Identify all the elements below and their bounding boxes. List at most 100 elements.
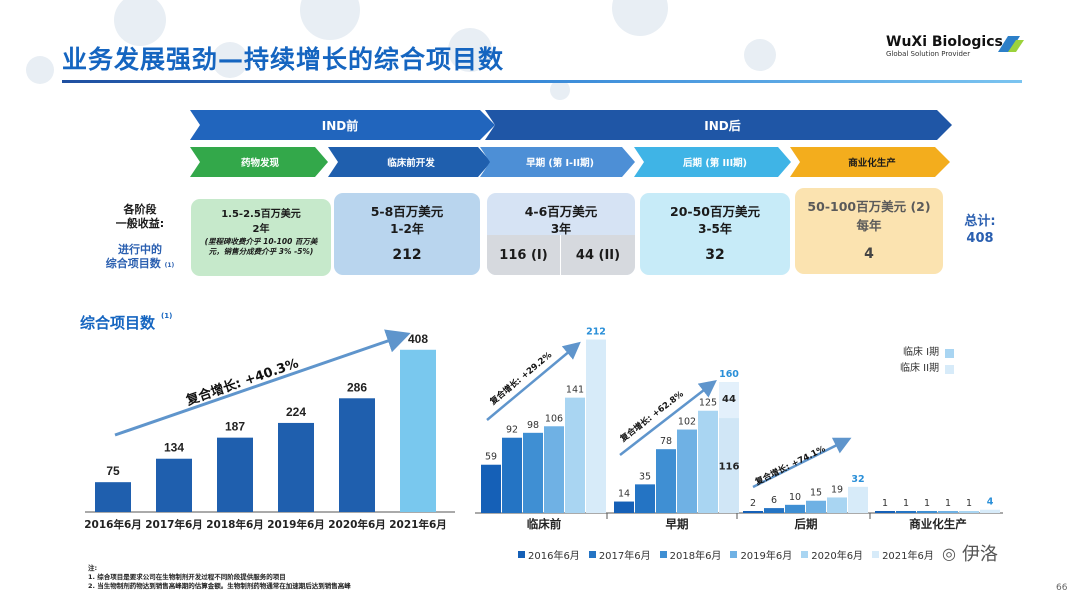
bar-value-label-0-0: 59 bbox=[485, 452, 497, 463]
ind-after-label: IND后 bbox=[704, 118, 741, 133]
growth-annotation-2: 复合增长: +74.1% bbox=[753, 443, 828, 488]
legend-item-2: 2018年6月 bbox=[659, 547, 721, 562]
bar-3-3 bbox=[938, 511, 958, 513]
box-preclinical: 5-8百万美元 1-2年 212 bbox=[334, 193, 480, 275]
note-1: 1. 综合项目是要求公司在生物制剂开发过程不同阶段提供服务的项目 bbox=[88, 573, 286, 581]
bar-value-label-3-5: 4 bbox=[987, 497, 994, 508]
bar-early-2021-phase1 bbox=[719, 418, 739, 513]
stack-label-phase1: 116 bbox=[719, 462, 740, 473]
legend-item-1: 2017年6月 bbox=[588, 547, 651, 562]
x-tick-label-5: 2021年6月 bbox=[389, 518, 447, 531]
legend-swatch-5 bbox=[872, 551, 880, 558]
growth-annotation: 复合增长: +40.3% bbox=[183, 355, 300, 409]
bar-value-label-2: 187 bbox=[225, 420, 245, 434]
legend-swatch-2 bbox=[659, 551, 667, 558]
logo-subtext: Global Solution Provider bbox=[886, 50, 971, 58]
bar-3 bbox=[278, 422, 314, 512]
stage-arrow-early bbox=[480, 147, 635, 177]
bar-value-label-2-4: 19 bbox=[831, 484, 843, 495]
bar-value-label-1-5: 160 bbox=[719, 369, 739, 380]
total-label: 总计: bbox=[964, 214, 996, 229]
bar-value-label-2-5: 32 bbox=[851, 474, 864, 485]
logo-mark-icon bbox=[998, 36, 1024, 52]
bar-0-1 bbox=[502, 437, 522, 513]
page-number: 66 bbox=[1056, 583, 1068, 593]
bar-value-label-0-2: 98 bbox=[527, 420, 539, 431]
stack-label-phase2: 44 bbox=[722, 394, 736, 405]
bar-1-4 bbox=[698, 410, 718, 513]
legend-swatch-3 bbox=[730, 551, 738, 558]
bar-value-label-1-2: 78 bbox=[660, 436, 672, 447]
wuxi-logo: WuXi Biologics Global Solution Provider bbox=[886, 34, 1026, 58]
stage-label-late: 后期 (第 III期) bbox=[683, 158, 747, 169]
bar-value-label-3: 224 bbox=[286, 405, 306, 419]
growth-arrow bbox=[114, 329, 411, 437]
legend-label-1: 2017年6月 bbox=[598, 551, 651, 562]
x-tick-label-3: 2019年6月 bbox=[267, 518, 325, 531]
legend-item-4: 2020年6月 bbox=[801, 547, 863, 562]
bar-5 bbox=[400, 349, 436, 512]
x-tick-label-2: 2018年6月 bbox=[206, 518, 264, 531]
group-label-1: 早期 bbox=[666, 517, 689, 531]
bar-2-5 bbox=[848, 486, 868, 513]
total-value: 408 bbox=[966, 231, 994, 246]
legend-label-0: 2016年6月 bbox=[528, 551, 580, 562]
bar-value-label-0-3: 106 bbox=[545, 413, 563, 424]
bar-value-label-5: 408 bbox=[408, 332, 428, 346]
bar-value-label-1-1: 35 bbox=[639, 471, 651, 482]
notes-title: 注: bbox=[88, 564, 98, 572]
x-tick-label-0: 2016年6月 bbox=[84, 518, 142, 531]
total-block: 总计: 408 bbox=[955, 210, 1005, 246]
bar-0-3 bbox=[544, 426, 564, 513]
growth-arrow-0 bbox=[486, 341, 581, 421]
bar-value-label-2-3: 15 bbox=[810, 488, 822, 499]
legend-swatch-4 bbox=[801, 551, 809, 558]
bar-1-1 bbox=[635, 484, 655, 513]
legend-item-3: 2019年6月 bbox=[730, 547, 792, 562]
growth-arrow-2 bbox=[752, 437, 852, 489]
bar-2 bbox=[217, 437, 253, 512]
box-discovery: 1.5-2.5百万美元 2年 (里程碑收费介乎 10-100 百万美元，销售分成… bbox=[191, 199, 331, 276]
series-legend: 2016年6月 2017年6月 2018年6月 2019年6月 2020年6月 2021年… bbox=[518, 547, 958, 562]
left-bar-chart: 752016年6月1342017年6月1872018年6月2242019年6月2… bbox=[84, 329, 455, 531]
bar-value-label-1-0: 14 bbox=[618, 489, 630, 500]
bar-value-label-0: 75 bbox=[106, 464, 120, 478]
ind-before-label: IND前 bbox=[321, 118, 359, 133]
growth-annotation-0: 复合增长: +29.2% bbox=[487, 349, 554, 408]
bar-0 bbox=[95, 482, 131, 512]
legend-label-3: 2019年6月 bbox=[740, 551, 793, 562]
bar-1-3 bbox=[677, 429, 697, 513]
stage-arrow-preclinical bbox=[328, 147, 491, 177]
legend-label-4: 2020年6月 bbox=[811, 551, 864, 562]
stage-arrow-commercial bbox=[790, 147, 950, 177]
bar-value-label-2-0: 2 bbox=[750, 498, 756, 509]
early-count-phase2: 44 (II) bbox=[575, 247, 621, 263]
growth-annotation-1: 复合增长: +62.8% bbox=[617, 388, 686, 445]
bar-0-4 bbox=[565, 397, 585, 513]
note-2: 2. 当生物制剂药物达到销售高峰期的估算金额。生物制剂药物通常在加速期后达到销售… bbox=[88, 582, 351, 590]
growth-arrow-1 bbox=[619, 379, 717, 456]
bar-1-0 bbox=[614, 501, 634, 513]
group-label-0: 临床前 bbox=[527, 517, 562, 531]
bar-2-2 bbox=[785, 504, 805, 513]
page-title: 业务发展强劲—持续增长的综合项目数 bbox=[62, 45, 505, 74]
bar-early-2021-phase2 bbox=[719, 382, 739, 419]
bar-3-5 bbox=[980, 509, 1000, 513]
watermark: ◎ 伊洛 bbox=[942, 543, 998, 566]
left-chart-title: 综合项目数 (1) bbox=[80, 312, 173, 332]
legend-swatch-1 bbox=[588, 551, 596, 558]
stage-label-commercial: 商业化生产 bbox=[848, 158, 896, 169]
bar-value-label-1-3: 102 bbox=[678, 417, 696, 428]
bar-value-label-4: 286 bbox=[347, 380, 367, 394]
x-tick-label-4: 2020年6月 bbox=[328, 518, 386, 531]
wechat-icon: ◎ bbox=[942, 543, 956, 563]
stage-label-preclinical: 临床前开发 bbox=[387, 158, 435, 169]
stage-arrow-discovery bbox=[190, 147, 328, 177]
box-late: 20-50百万美元 3-5年 32 bbox=[640, 193, 790, 275]
bar-3-0 bbox=[875, 511, 895, 513]
bar-value-label-0-5: 212 bbox=[586, 327, 606, 338]
bar-2-0 bbox=[743, 511, 763, 513]
pipeline-arrows bbox=[190, 110, 952, 177]
bar-value-label-3-1: 1 bbox=[903, 498, 909, 509]
